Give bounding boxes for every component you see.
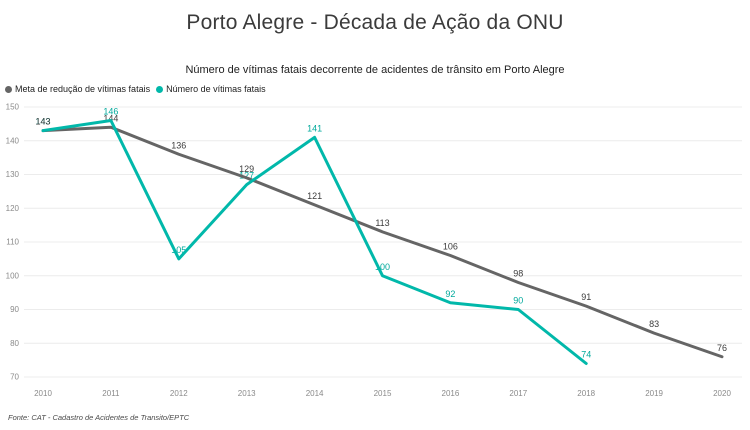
svg-text:91: 91 <box>581 292 591 302</box>
svg-text:2011: 2011 <box>102 389 120 398</box>
x-axis-labels: 2010 2011 2012 2013 2014 2015 2016 2017 2018 2019… <box>34 389 731 398</box>
svg-text:2012: 2012 <box>170 389 188 398</box>
svg-text:70: 70 <box>10 373 19 382</box>
legend-label-numero: Número de vítimas fatais <box>166 84 266 94</box>
svg-text:2010: 2010 <box>34 389 52 398</box>
svg-text:127: 127 <box>239 171 254 181</box>
svg-text:121: 121 <box>307 191 322 201</box>
svg-text:2014: 2014 <box>306 389 324 398</box>
svg-text:90: 90 <box>10 305 19 314</box>
svg-text:2018: 2018 <box>577 389 595 398</box>
svg-text:150: 150 <box>6 103 20 112</box>
svg-text:2016: 2016 <box>442 389 460 398</box>
svg-text:146: 146 <box>103 107 118 117</box>
meta-line <box>41 125 724 359</box>
svg-text:90: 90 <box>513 296 523 306</box>
legend-dot-icon <box>156 85 164 93</box>
legend-dot-icon <box>5 85 12 93</box>
svg-text:2020: 2020 <box>713 389 731 398</box>
legend-item-meta[interactable]: Meta de redução de vítimas fatais <box>5 84 150 94</box>
svg-text:2015: 2015 <box>374 389 392 398</box>
svg-text:80: 80 <box>10 339 19 348</box>
gridlines <box>24 106 742 378</box>
report-title: Porto Alegre - Década de Ação da ONU <box>186 11 564 34</box>
svg-text:106: 106 <box>443 242 458 252</box>
svg-text:129: 129 <box>239 164 254 174</box>
svg-text:100: 100 <box>375 262 390 272</box>
svg-text:110: 110 <box>6 238 19 247</box>
legend-item-numero[interactable]: Número de vítimas fatais <box>156 84 266 94</box>
legend-label-meta: Meta de redução de vítimas fatais <box>15 84 151 94</box>
svg-text:130: 130 <box>6 170 20 179</box>
svg-text:143: 143 <box>35 117 50 127</box>
svg-text:143: 143 <box>35 117 50 127</box>
chart-title: Número de vítimas fatais decorrente de a… <box>185 64 565 76</box>
svg-text:98: 98 <box>513 269 523 279</box>
source-note: Fonte: CAT - Cadastro de Acidentes de Tr… <box>8 413 190 422</box>
svg-text:92: 92 <box>445 289 455 299</box>
svg-text:74: 74 <box>581 350 591 360</box>
svg-text:100: 100 <box>6 271 20 280</box>
svg-text:2019: 2019 <box>645 389 663 398</box>
svg-text:120: 120 <box>6 204 20 213</box>
svg-text:83: 83 <box>649 319 659 329</box>
svg-text:2017: 2017 <box>509 389 527 398</box>
svg-text:136: 136 <box>171 140 186 150</box>
svg-text:105: 105 <box>171 245 186 255</box>
svg-text:76: 76 <box>717 343 727 353</box>
svg-text:140: 140 <box>6 136 20 145</box>
svg-text:2013: 2013 <box>238 389 256 398</box>
svg-text:144: 144 <box>103 113 118 123</box>
numero-line <box>41 119 588 365</box>
svg-text:113: 113 <box>375 218 389 228</box>
svg-text:141: 141 <box>307 123 322 133</box>
y-axis-labels: 150 140 130 120 110 100 90 80 70 <box>6 103 20 382</box>
chart-legend: Meta de redução de vítimas fatais Número… <box>5 84 270 94</box>
